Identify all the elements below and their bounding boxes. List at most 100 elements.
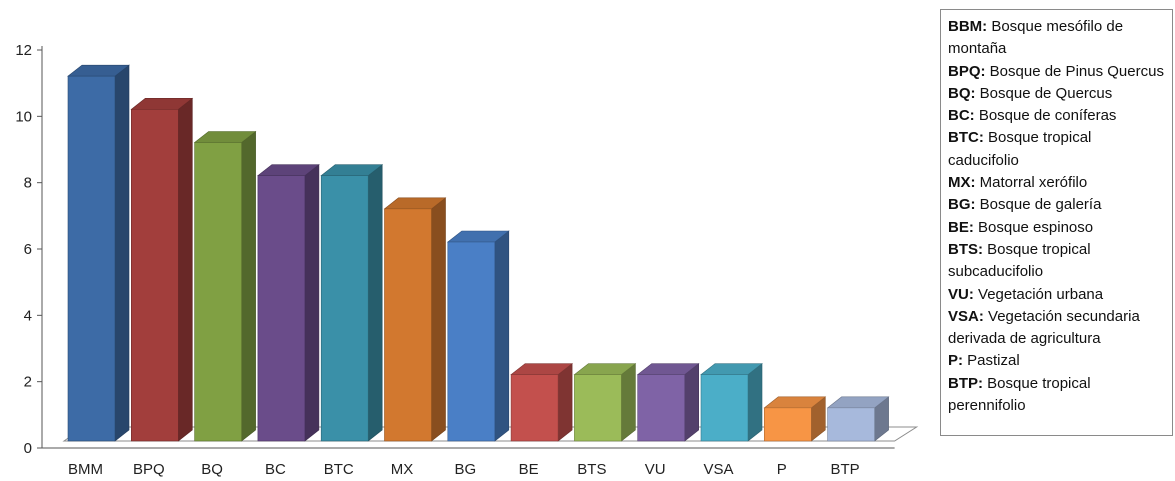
bar-side bbox=[747, 363, 763, 442]
bar bbox=[510, 363, 573, 442]
bar-chart: 0 2 4 6 8 10 12 BMM BPQ BQ BC BTC MX BG BE BTS VU VSA P BT… bbox=[15, 42, 919, 478]
legend-entry: BTP: Bosque tropical perennifolio bbox=[948, 373, 1166, 418]
legend-entry: P: Pastizal bbox=[948, 350, 1166, 372]
bar bbox=[763, 396, 827, 442]
legend-code: BC: bbox=[948, 107, 975, 125]
bar-front bbox=[637, 374, 686, 442]
bars bbox=[67, 64, 890, 442]
x-tick-label: BTC bbox=[324, 461, 354, 478]
x-tick-label: VU bbox=[645, 461, 666, 478]
bar-front bbox=[257, 175, 306, 442]
x-tick-label: P bbox=[777, 461, 787, 478]
bar-front bbox=[827, 407, 875, 442]
bar-front bbox=[763, 407, 812, 442]
bar-front bbox=[194, 142, 242, 442]
y-tick-label: 8 bbox=[24, 175, 32, 192]
bar bbox=[130, 97, 194, 442]
legend-description: Bosque de galería bbox=[975, 196, 1102, 214]
legend-entry: BQ: Bosque de Quercus bbox=[948, 83, 1166, 105]
bar bbox=[320, 164, 384, 442]
legend-code: BTS: bbox=[948, 240, 983, 258]
bar-front bbox=[67, 75, 116, 442]
legend-code: VU: bbox=[948, 285, 974, 303]
x-tick-label: BC bbox=[265, 461, 286, 478]
bar bbox=[636, 363, 700, 442]
legend-code: BPQ: bbox=[948, 62, 986, 80]
legend-description: Bosque tropical perennifolio bbox=[948, 374, 1091, 415]
bar-front bbox=[447, 241, 496, 442]
legend-entry: BTC: Bosque tropical caducifolio bbox=[948, 127, 1166, 172]
y-tick-label: 12 bbox=[15, 42, 32, 59]
legend-description: Bosque tropical caducifolio bbox=[948, 129, 1092, 169]
legend-code: BTP: bbox=[948, 374, 983, 392]
legend-description: Bosque tropical subcaducifolio bbox=[948, 240, 1091, 281]
legend-description: Vegetación secundaria derivada de agricu… bbox=[948, 307, 1140, 348]
bar-side bbox=[178, 97, 193, 442]
legend-code: BG: bbox=[948, 196, 976, 214]
y-axis: 0 2 4 6 8 10 12 bbox=[15, 42, 43, 457]
legend-entry: MX: Matorral xerófilo bbox=[948, 172, 1166, 194]
legend-code: P: bbox=[948, 352, 963, 370]
bar-side bbox=[114, 64, 130, 442]
legend-entry: BE: Bosque espinoso bbox=[948, 217, 1166, 239]
legend-code: BBM: bbox=[948, 18, 988, 35]
y-tick-label: 2 bbox=[24, 374, 32, 391]
legend-code: BQ: bbox=[948, 84, 976, 102]
bar-side bbox=[241, 130, 256, 442]
bar-front bbox=[320, 175, 369, 442]
x-tick-label: VSA bbox=[703, 461, 733, 478]
legend-description: Bosque espinoso bbox=[973, 218, 1094, 236]
x-tick-label: BQ bbox=[201, 461, 223, 478]
legend-entry: VSA: Vegetación secundaria derivada de a… bbox=[948, 306, 1166, 351]
x-tick-label: BE bbox=[519, 461, 539, 478]
legend-description: Bosque de Pinus Quercus bbox=[985, 62, 1164, 80]
legend-code: MX: bbox=[948, 174, 976, 192]
legend-entry: BBM: Bosque mesófilo de montaña bbox=[948, 16, 1166, 61]
legend-description: Pastizal bbox=[963, 352, 1020, 370]
bar bbox=[67, 64, 130, 442]
legend-description: Bosque de coníferas bbox=[974, 107, 1117, 125]
bar-front bbox=[510, 374, 559, 442]
legend-entry: BC: Bosque de coníferas bbox=[948, 105, 1166, 127]
bar-front bbox=[384, 208, 432, 442]
legend-code: BE: bbox=[948, 218, 974, 236]
bar-front bbox=[574, 374, 622, 442]
legend-code: BTC: bbox=[948, 129, 984, 147]
bar-front bbox=[700, 374, 749, 442]
bar bbox=[383, 197, 447, 442]
legend-description: Matorral xerófilo bbox=[975, 174, 1088, 192]
legend-description: Vegetación urbana bbox=[973, 285, 1104, 303]
legend-description: Bosque mesófilo de montaña bbox=[948, 18, 1124, 58]
bar-front bbox=[131, 109, 179, 442]
y-tick-label: 0 bbox=[24, 440, 32, 457]
legend-entry: BG: Bosque de galería bbox=[948, 194, 1166, 216]
x-tick-label: BG bbox=[454, 461, 476, 478]
y-tick-label: 4 bbox=[24, 307, 32, 324]
bar-side bbox=[494, 230, 510, 442]
bar bbox=[193, 130, 257, 442]
x-axis: BMM BPQ BQ BC BTC MX BG BE BTS VU VSA P BTP bbox=[68, 461, 860, 478]
bar bbox=[573, 363, 637, 442]
x-tick-label: BTS bbox=[577, 461, 606, 478]
bar-side bbox=[431, 197, 446, 442]
bar-side bbox=[684, 363, 700, 442]
bar-side bbox=[557, 363, 573, 442]
legend-entry: BTS: Bosque tropical subcaducifolio bbox=[948, 239, 1166, 284]
x-tick-label: MX bbox=[391, 461, 414, 478]
bar-side bbox=[367, 164, 383, 442]
legend-entry: VU: Vegetación urbana bbox=[948, 284, 1166, 306]
bar-side bbox=[621, 363, 636, 442]
x-tick-label: BPQ bbox=[133, 461, 165, 478]
legend-entry: BPQ: Bosque de Pinus Quercus bbox=[948, 61, 1166, 83]
legend-code: VSA: bbox=[948, 307, 984, 325]
bar bbox=[700, 363, 763, 442]
x-tick-label: BTP bbox=[831, 461, 860, 478]
y-tick-label: 6 bbox=[24, 241, 32, 258]
y-tick-label: 10 bbox=[15, 108, 32, 125]
x-tick-label: BMM bbox=[68, 461, 103, 478]
bar bbox=[446, 230, 510, 442]
bar bbox=[257, 164, 320, 442]
bar-side bbox=[304, 164, 320, 442]
bar bbox=[826, 396, 890, 442]
legend: BBM: Bosque mesófilo de montaña BPQ: Bosq… bbox=[940, 9, 1173, 436]
